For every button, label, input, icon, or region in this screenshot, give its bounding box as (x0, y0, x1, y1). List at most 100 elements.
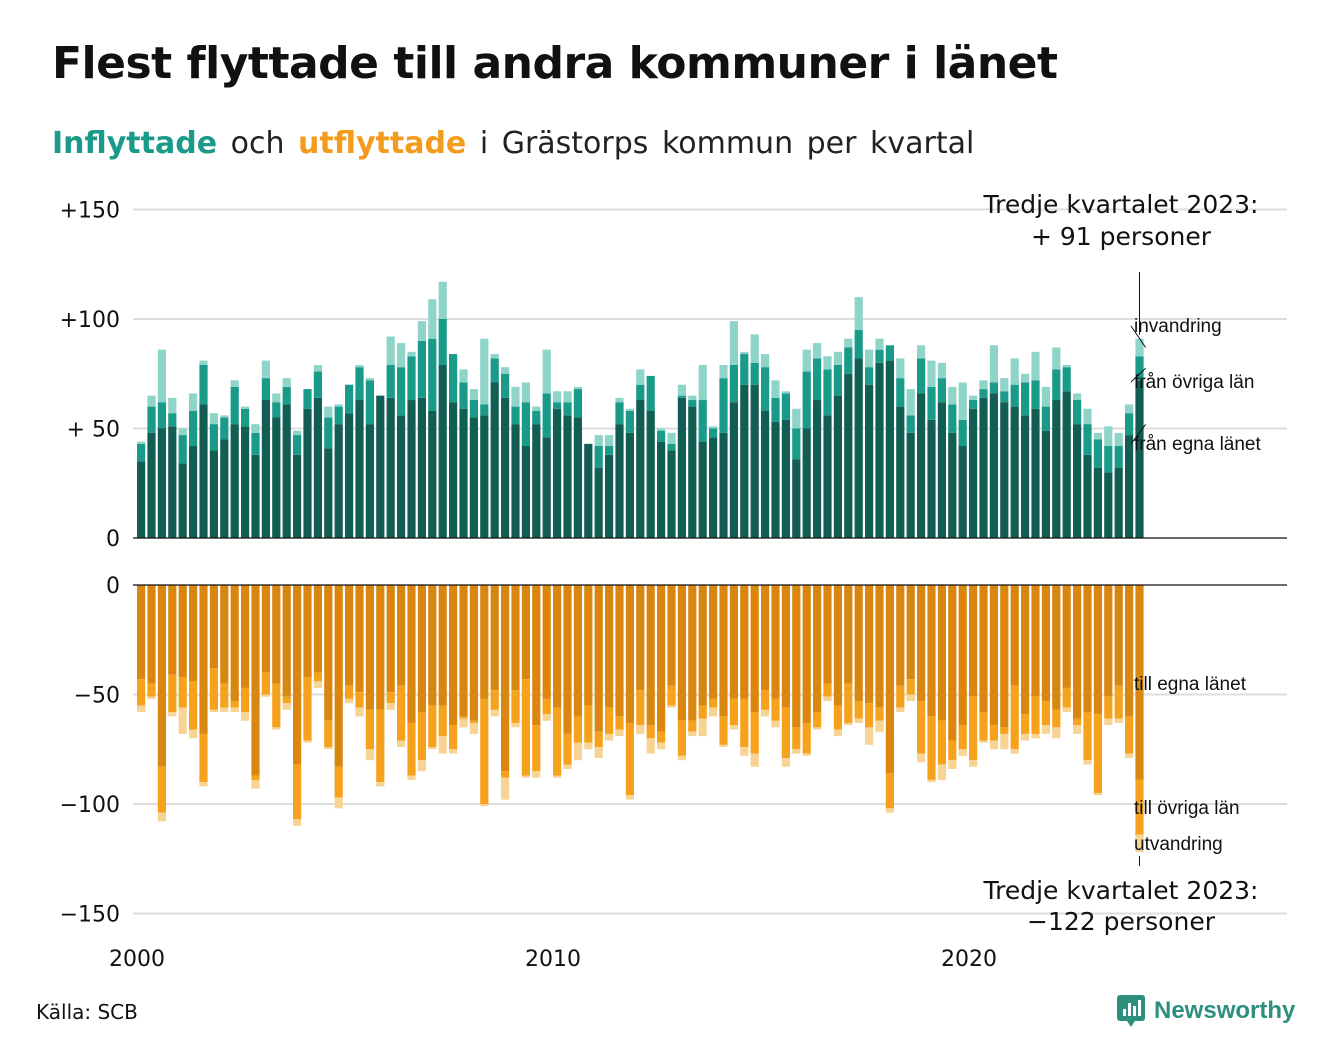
bar-in-own (1104, 472, 1113, 538)
bar-in-immigration (771, 380, 780, 398)
bar-in-other (272, 402, 281, 418)
bar-out-emigration (896, 707, 905, 713)
bar-out-emigration (573, 742, 582, 761)
bar-out-own (459, 585, 468, 717)
source-note: Källa: SCB (36, 1000, 138, 1024)
bar-out-emigration (771, 720, 780, 728)
bar-out-own (948, 585, 957, 741)
bar-in-other (241, 408, 250, 427)
bar-out-own (220, 585, 229, 684)
bar-in-immigration (241, 406, 250, 409)
bar-out-other (750, 712, 759, 754)
bar-out-own (927, 585, 936, 717)
bar-out-emigration (885, 808, 894, 813)
bar-out-own (969, 585, 978, 697)
bar-in-own (1093, 467, 1102, 538)
bar-in-other (189, 410, 198, 447)
bar-in-other (1073, 400, 1082, 425)
bar-out-own (802, 585, 811, 723)
bar-out-other (823, 683, 832, 697)
bar-out-other (865, 703, 874, 728)
bar-out-emigration (594, 747, 603, 759)
bar-out-emigration (844, 722, 853, 726)
bar-in-immigration (969, 395, 978, 401)
bar-in-immigration (324, 406, 333, 418)
bar-in-other (781, 393, 790, 420)
bar-in-immigration (469, 389, 478, 401)
bar-in-other (334, 406, 343, 425)
annotation-out-line2: −122 personer (1027, 907, 1216, 936)
bar-in-immigration (251, 424, 260, 433)
bar-in-own (261, 400, 270, 538)
bar-out-own (345, 585, 354, 686)
bar-out-other (1093, 714, 1102, 794)
y-tick-label: −150 (60, 903, 120, 928)
bar-in-own (209, 450, 218, 538)
bar-out-other (1135, 779, 1144, 835)
bar-in-own (241, 426, 250, 538)
bar-out-own (979, 585, 988, 713)
bar-out-other (667, 685, 676, 706)
bar-out-own (355, 585, 364, 693)
bar-in-own (251, 454, 260, 538)
bar-out-emigration (313, 681, 322, 688)
bar-out-own (605, 585, 614, 708)
annotation-in-line2: + 91 personer (1031, 222, 1212, 251)
bar-in-other (1010, 384, 1019, 407)
bar-out-own (469, 585, 478, 721)
bar-in-immigration (1000, 378, 1009, 392)
labels: invandring från övriga län från egna länet… (983, 190, 1262, 936)
bar-out-own (688, 585, 697, 721)
bar-out-other (428, 705, 437, 748)
bar-in-own (989, 393, 998, 538)
bar-out-own (490, 585, 499, 691)
bar-in-immigration (573, 386, 582, 390)
bar-in-immigration (709, 426, 718, 429)
bar-in-other (667, 443, 676, 451)
bar-in-other (657, 430, 666, 442)
bar-out-emigration (1010, 749, 1019, 754)
bar-in-own (282, 404, 291, 538)
bar-out-own (1104, 585, 1113, 697)
bar-out-own (1125, 585, 1134, 717)
bar-out-emigration (625, 795, 634, 800)
bar-in-own (1125, 435, 1134, 538)
bar-out-emigration (729, 725, 738, 730)
bar-in-other (729, 364, 738, 403)
bar-in-other (927, 386, 936, 420)
bar-out-own (573, 585, 582, 717)
bar-out-own (480, 585, 489, 699)
bar-out-other (875, 707, 884, 721)
bar-in-immigration (854, 297, 863, 330)
bar-in-other (1104, 446, 1113, 473)
bar-out-other (272, 683, 281, 728)
bar-in-immigration (1125, 404, 1134, 414)
y-tick-label: −100 (60, 793, 120, 818)
bar-in-other (459, 382, 468, 409)
bar-out-other (1083, 712, 1092, 761)
bar-out-emigration (532, 771, 541, 778)
bar-in-own (563, 415, 572, 538)
bar-in-other (345, 384, 354, 414)
bar-out-emigration (490, 709, 499, 717)
bar-in-other (147, 406, 156, 433)
bar-out-other (1021, 714, 1030, 734)
bar-in-other (771, 397, 780, 422)
bar-in-immigration (688, 395, 697, 401)
bar-out-own (906, 585, 915, 680)
bar-out-own (875, 585, 884, 708)
bar-in-other (677, 395, 686, 398)
bar-out-other (282, 696, 291, 704)
bar-in-own (677, 397, 686, 538)
bar-in-own (313, 397, 322, 538)
bar-in-immigration (636, 369, 645, 385)
bar-in-own (594, 467, 603, 538)
bar-in-other (969, 400, 978, 409)
bar-out-own (365, 585, 374, 710)
bar-out-own (563, 585, 572, 734)
bar-in-own (1114, 467, 1123, 538)
bar-out-emigration (376, 782, 385, 787)
bar-in-own (521, 446, 530, 538)
subtitle-inflyttade: Inflyttade (52, 126, 218, 161)
bar-out-other (386, 692, 395, 704)
